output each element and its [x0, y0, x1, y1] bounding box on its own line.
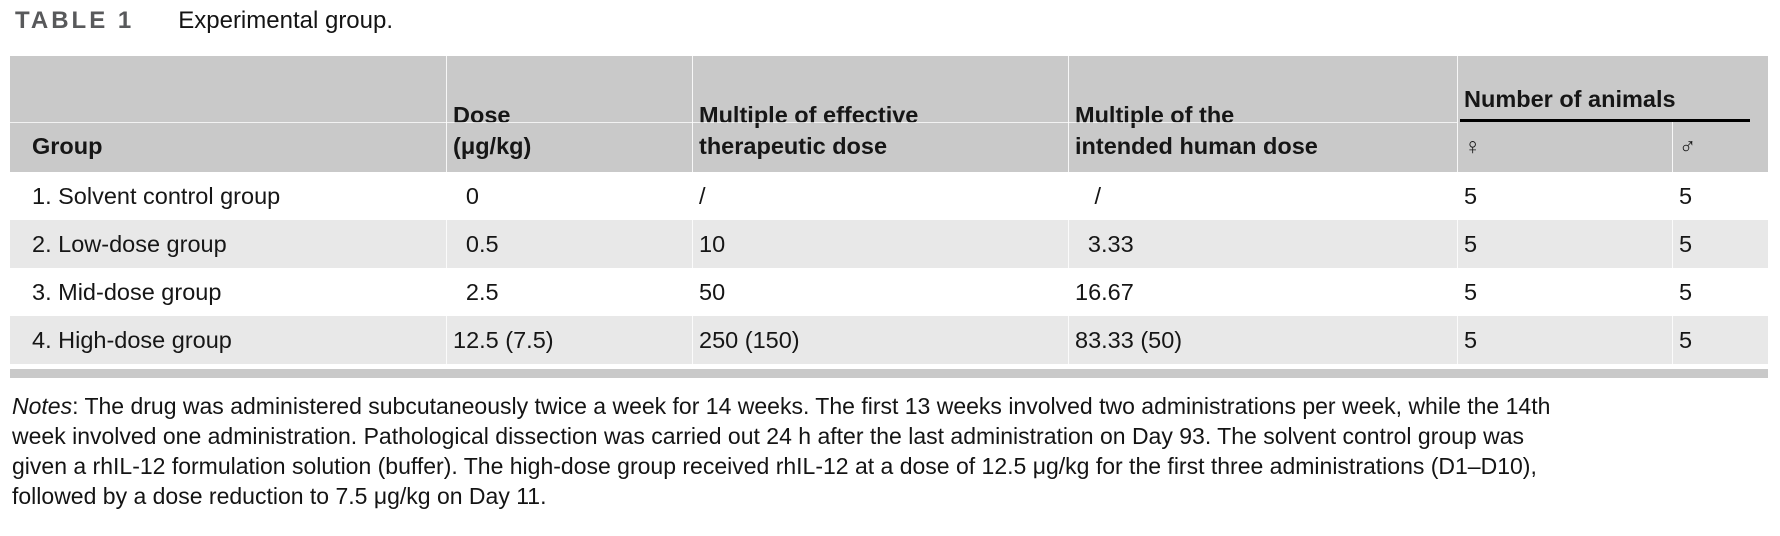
table-header: Group Dose (μg/kg) Multiple of effective… [10, 56, 1769, 172]
table-header-row-top: Group Dose (μg/kg) Multiple of effective… [10, 56, 1769, 172]
table-body: 1. Solvent control group 0//5 5 2. Low-dose… [10, 172, 1769, 364]
cell-group: 1. Solvent control group [10, 172, 446, 220]
cell-female: 5 [1457, 172, 1672, 220]
col-header-number-of-animals: Number of animals [1457, 56, 1769, 122]
cell-group: 3. Mid-dose group [10, 268, 446, 316]
cell-value-fraction: .5 [479, 230, 499, 257]
cell-male: 5 [1672, 316, 1769, 364]
cell-value-integer: 3 [1087, 230, 1101, 257]
cell-group: 4. High-dose group [10, 316, 446, 364]
number-of-animals-label: Number of animals [1460, 86, 1751, 122]
col-header-female: ♀ [1457, 122, 1672, 172]
cell-mult_human: 83.33 (50) [1068, 316, 1457, 364]
table-header-row-sex: ♀ ♂ [10, 122, 1769, 172]
cell-mult_human: / [1068, 172, 1457, 220]
cell-mult_effective: / [692, 172, 1068, 220]
cell-dose: 12.5 (7.5) [446, 316, 692, 364]
cell-group: 2. Low-dose group [10, 220, 446, 268]
table-title-label: TABLE 1 [15, 7, 135, 34]
cell-value-fraction: .33 (50) [1101, 326, 1183, 353]
note-line: followed by a dose reduction to 7.5 μg/k… [12, 483, 547, 509]
cell-dose: 0.5 [446, 220, 692, 268]
col-header-mult-effective: Multiple of effective therapeutic dose [692, 56, 1068, 172]
cell-male: 5 [1672, 172, 1769, 220]
cell-female: 5 [1457, 268, 1672, 316]
table-title-caption: Experimental group. [178, 7, 394, 34]
cell-mult_effective: 10 [692, 220, 1068, 268]
col-header-dose: Dose (μg/kg) [446, 56, 692, 172]
note-line: Notes: The drug was administered subcuta… [12, 391, 1762, 421]
table-row: 4. High-dose group 12.5 (7.5) 250 (150) 83.… [10, 316, 1769, 364]
table-wrapper: Group Dose (μg/kg) Multiple of effective… [10, 56, 1769, 378]
notes-lead: Notes [12, 393, 73, 419]
cell-female: 5 [1457, 316, 1672, 364]
experimental-group-table: Group Dose (μg/kg) Multiple of effective… [10, 56, 1769, 364]
cell-value-fraction: .33 [1101, 230, 1134, 257]
table-row: 3. Mid-dose group 2.5 50 16.67 5 5 [10, 268, 1769, 316]
cell-value-integer: 83 [1075, 326, 1102, 353]
cell-value-integer: 0 [465, 182, 479, 209]
cell-female: 5 [1457, 220, 1672, 268]
cell-value-fraction: .67 [1101, 278, 1134, 305]
col-header-mult-effective-line2: therapeutic dose [699, 133, 888, 159]
cell-mult_effective: 50 [692, 268, 1068, 316]
col-header-group: Group [10, 56, 446, 172]
note-line: week involved one administration. Pathol… [12, 423, 1525, 449]
cell-mult_effective: 250 (150) [692, 316, 1068, 364]
male-symbol: ♂ [1679, 133, 1697, 159]
notes: Notes: The drug was administered subcuta… [12, 391, 1762, 511]
cell-male: 5 [1672, 268, 1769, 316]
cell-mult_human: 3.33 [1068, 220, 1457, 268]
table-row: 1. Solvent control group 0 / / 5 5 [10, 172, 1769, 220]
col-header-male: ♂ [1672, 122, 1769, 172]
note-line: given a rhIL-12 formulation solution (bu… [12, 453, 1537, 479]
cell-value-integer: / [1094, 182, 1101, 209]
cell-value-fraction: .5 [479, 278, 499, 305]
note-text: : The drug was administered subcutaneous… [72, 393, 1551, 419]
col-header-group-label: Group [32, 133, 103, 159]
cell-value-fraction: .5 (7.5) [479, 326, 554, 353]
col-header-mult-effective-line1: Multiple of effective [699, 102, 919, 128]
col-header-dose-line2: (μg/kg) [453, 133, 532, 159]
cell-value-integer: 12 [453, 326, 480, 353]
table-bottom-rule [10, 369, 1768, 378]
col-header-mult-human: Multiple of the intended human dose [1068, 56, 1457, 172]
cell-dose: 0 [446, 172, 692, 220]
table-title: TABLE 1 Experimental group. [15, 6, 393, 36]
cell-male: 5 [1672, 220, 1769, 268]
cell-value-integer: 2 [465, 278, 479, 305]
col-header-dose-line1: Dose [453, 102, 511, 128]
table-row: 2. Low-dose group 0.5 10 3.33 5 5 [10, 220, 1769, 268]
female-symbol: ♀ [1464, 133, 1482, 159]
cell-value-integer: 0 [465, 230, 479, 257]
cell-mult_human: 16.67 [1068, 268, 1457, 316]
col-header-mult-human-line2: intended human dose [1075, 133, 1318, 159]
cell-value-integer: 16 [1075, 278, 1102, 305]
col-header-mult-human-line1: Multiple of the [1075, 102, 1235, 128]
cell-dose: 2.5 [446, 268, 692, 316]
